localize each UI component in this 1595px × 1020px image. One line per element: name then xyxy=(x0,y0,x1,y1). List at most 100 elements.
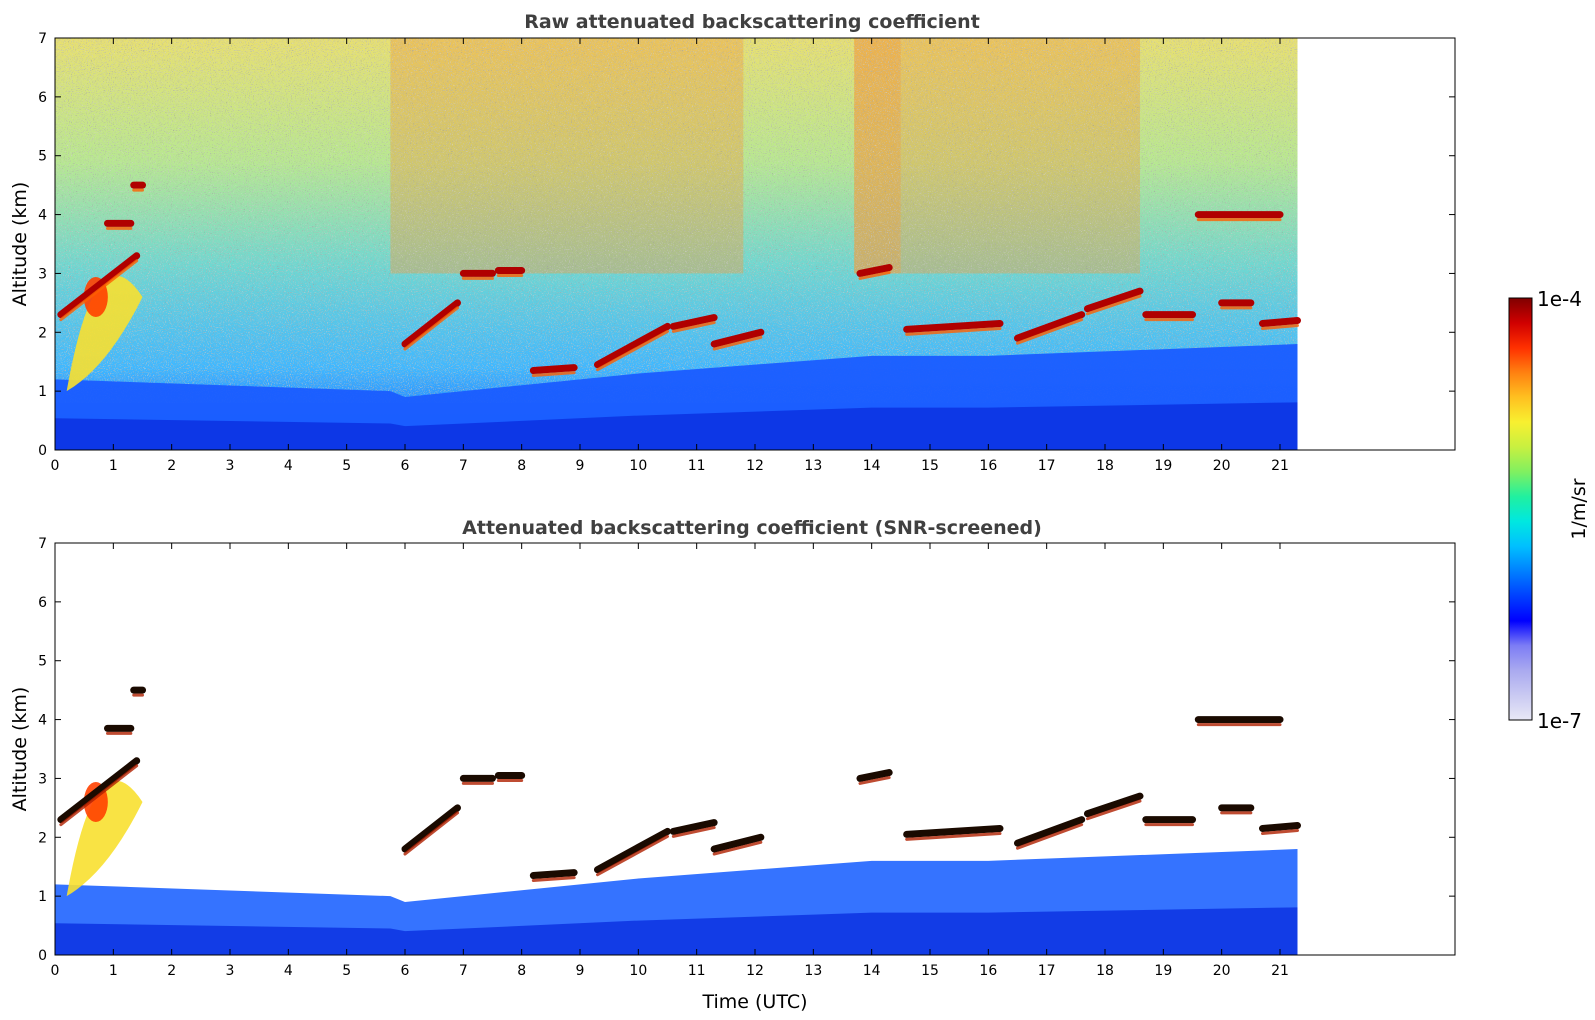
cloud-layer-base xyxy=(59,764,139,827)
x-tick-label: 12 xyxy=(746,458,764,474)
cloud-layer xyxy=(594,322,671,369)
x-tick-label: 6 xyxy=(401,963,410,979)
x-tick-label: 12 xyxy=(746,963,764,979)
cloud-layer-base xyxy=(59,259,139,322)
y-tick-label: 0 xyxy=(38,443,47,459)
x-tick-label: 10 xyxy=(629,458,647,474)
x-tick-label: 5 xyxy=(342,963,351,979)
screened-axis-ticks: 0 1 2 3 4 5 6 7 8 9 10 11 12 13 14 15 16 17 18 19 20 21012345… xyxy=(38,536,1455,979)
x-tick-label: 9 xyxy=(576,963,585,979)
x-tick-label: 21 xyxy=(1271,458,1289,474)
cloud-layer-base xyxy=(596,834,669,877)
cloud-layer xyxy=(57,757,141,824)
cloud-layer-base xyxy=(1016,823,1084,850)
x-tick-label: 13 xyxy=(804,963,822,979)
x-tick-label: 15 xyxy=(921,963,939,979)
cloud-layer xyxy=(710,833,765,853)
x-tick-label: 0 xyxy=(51,458,60,474)
x-tick-label: 13 xyxy=(804,458,822,474)
y-tick-label: 4 xyxy=(38,713,47,729)
x-tick-label: 7 xyxy=(459,458,468,474)
x-tick-label: 14 xyxy=(863,963,881,979)
cloud-layer-base xyxy=(671,321,716,333)
x-tick-label: 16 xyxy=(979,963,997,979)
x-tick-label: 20 xyxy=(1213,458,1231,474)
x-tick-label: 17 xyxy=(1038,458,1056,474)
x-tick-label: 7 xyxy=(459,963,468,979)
y-tick-label: 3 xyxy=(38,266,47,282)
raw-panel: Raw attenuated backscattering coefficien… xyxy=(9,11,1456,474)
x-tick-label: 20 xyxy=(1213,963,1231,979)
cloud-layer-base xyxy=(1086,294,1142,316)
cloud-layer xyxy=(1259,317,1301,327)
cloud-layer-base xyxy=(531,876,576,883)
cloud-layer-base xyxy=(1086,799,1142,821)
cloud-layer xyxy=(1259,822,1301,832)
x-tick-label: 4 xyxy=(284,458,293,474)
colorbar-min-label: 1e-7 xyxy=(1537,709,1582,733)
raw-panel-title: Raw attenuated backscattering coefficien… xyxy=(524,11,980,33)
x-tick-label: 8 xyxy=(517,963,526,979)
screened-heatmap xyxy=(55,686,1301,955)
raw-speckle-noise xyxy=(55,38,1298,403)
x-tick-label: 2 xyxy=(167,458,176,474)
x-tick-label: 14 xyxy=(863,458,881,474)
cloud-layer-base xyxy=(403,306,459,351)
cloud-layer-base xyxy=(712,840,763,856)
y-tick-label: 7 xyxy=(38,31,47,47)
cloud-layer-base xyxy=(531,371,576,378)
cloud-layer xyxy=(401,299,461,348)
cloud-layer xyxy=(903,319,1004,333)
cloud-layer-base xyxy=(1261,324,1299,330)
y-tick-label: 6 xyxy=(38,595,47,611)
screened-y-axis-label: Altitude (km) xyxy=(9,687,31,812)
y-tick-label: 5 xyxy=(38,149,47,165)
colorbar-bar xyxy=(1508,297,1533,721)
x-tick-label: 17 xyxy=(1038,963,1056,979)
cloud-layer xyxy=(401,804,461,853)
cloud-layer-base xyxy=(905,831,1002,841)
x-tick-label: 1 xyxy=(109,458,118,474)
colorbar-max-label: 1e-4 xyxy=(1537,287,1582,311)
y-tick-label: 2 xyxy=(38,325,47,341)
cloud-layer xyxy=(1014,311,1086,342)
cloud-layer xyxy=(856,769,893,782)
x-tick-label: 21 xyxy=(1271,963,1289,979)
cloud-layer-base xyxy=(403,811,459,856)
cloud-layer-base xyxy=(1016,318,1084,345)
x-tick-label: 3 xyxy=(226,963,235,979)
x-axis-label: Time (UTC) xyxy=(701,991,807,1013)
raw-y-axis-label: Altitude (km) xyxy=(9,182,31,307)
x-tick-label: 9 xyxy=(576,458,585,474)
aerosol-plume xyxy=(66,275,143,392)
y-tick-label: 1 xyxy=(38,384,47,400)
aerosol-plume xyxy=(66,780,143,897)
boundary-layer-core xyxy=(55,907,1298,955)
cloud-layer xyxy=(529,869,578,880)
raw-axis-ticks: 0 1 2 3 4 5 6 7 8 9 10 11 12 13 14 15 16 17 18 19 20 21012345… xyxy=(38,31,1455,474)
x-tick-label: 19 xyxy=(1154,963,1172,979)
cloud-layer xyxy=(594,827,671,874)
y-tick-label: 6 xyxy=(38,90,47,106)
screened-panel: Attenuated backscattering coefficient (S… xyxy=(9,517,1456,1013)
cloud-layer xyxy=(1084,287,1144,313)
cloud-layer xyxy=(1084,792,1144,818)
x-tick-label: 2 xyxy=(167,963,176,979)
y-tick-label: 2 xyxy=(38,830,47,846)
cloud-layer-base xyxy=(858,271,891,280)
colorbar-unit-label: 1/m/sr xyxy=(1568,478,1590,539)
x-tick-label: 0 xyxy=(51,963,60,979)
y-tick-label: 0 xyxy=(38,948,47,964)
cloud-layer xyxy=(669,314,718,330)
x-tick-label: 11 xyxy=(688,963,706,979)
cloud-layer-base xyxy=(1261,829,1299,835)
x-tick-label: 1 xyxy=(109,963,118,979)
x-tick-label: 10 xyxy=(629,963,647,979)
x-tick-label: 18 xyxy=(1096,458,1114,474)
cloud-layer-base xyxy=(858,776,891,785)
cloud-layer-base xyxy=(596,329,669,372)
x-tick-label: 18 xyxy=(1096,963,1114,979)
x-tick-label: 6 xyxy=(401,458,410,474)
boundary-layer-core xyxy=(55,402,1298,450)
